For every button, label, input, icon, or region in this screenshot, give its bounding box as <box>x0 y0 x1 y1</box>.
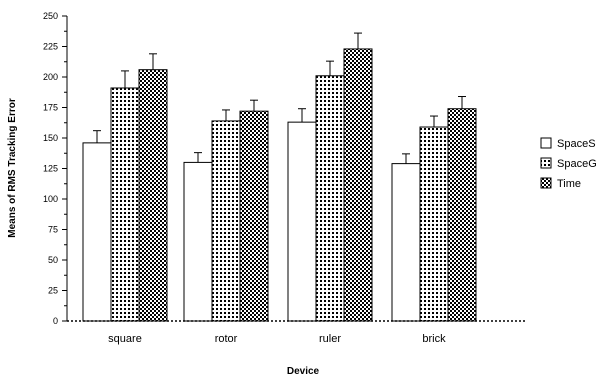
y-tick-label: 100 <box>43 194 58 204</box>
y-tick-label: 250 <box>43 11 58 21</box>
y-tick-label: 225 <box>43 42 58 52</box>
y-tick-label: 175 <box>43 103 58 113</box>
y-axis: 0 25 50 75 100 125 150 175 200 225 250 <box>43 11 68 326</box>
y-tick-label: 50 <box>48 255 58 265</box>
y-tick-label: 0 <box>53 316 58 326</box>
bar-spaces-square <box>82 142 112 322</box>
y-tick-label: 125 <box>43 164 58 174</box>
legend-swatch-time <box>540 177 552 189</box>
legend-label-spaceg: SpaceG <box>557 158 597 170</box>
bars <box>82 32 477 322</box>
y-tick-label: 150 <box>43 133 58 143</box>
bar-spaces-rotor <box>183 161 213 322</box>
y-tick-label: 75 <box>48 225 58 235</box>
bar-spaces-ruler <box>287 121 317 322</box>
x-tick-label-rotor: rotor <box>215 333 238 345</box>
x-axis-title: Device <box>287 366 320 377</box>
bar-spaces-brick <box>391 163 421 322</box>
x-tick-labels: square rotor ruler brick <box>108 333 446 345</box>
bar-time-ruler <box>343 48 373 322</box>
bar-time-rotor <box>239 110 269 322</box>
y-axis-title: Means of RMS Tracking Error <box>7 98 18 238</box>
bar-time-brick <box>447 108 477 322</box>
x-tick-label-brick: brick <box>422 333 446 345</box>
bar-spaceg-rotor <box>211 120 241 322</box>
legend-label-time: Time <box>557 178 581 190</box>
legend-label-spaces: SpaceS <box>557 138 596 150</box>
legend-swatch-spaceg <box>540 157 552 169</box>
bar-spaceg-brick <box>419 126 449 322</box>
bar-spaceg-square <box>110 87 140 322</box>
bar-spaceg-ruler <box>315 75 345 322</box>
y-tick-label: 25 <box>48 286 58 296</box>
legend: SpaceS SpaceG Time <box>540 137 597 190</box>
bar-time-square <box>138 69 168 322</box>
x-tick-label-ruler: ruler <box>319 333 341 345</box>
y-tick-label: 200 <box>43 72 58 82</box>
legend-swatch-spaces <box>540 137 552 149</box>
x-tick-label-square: square <box>108 333 142 345</box>
